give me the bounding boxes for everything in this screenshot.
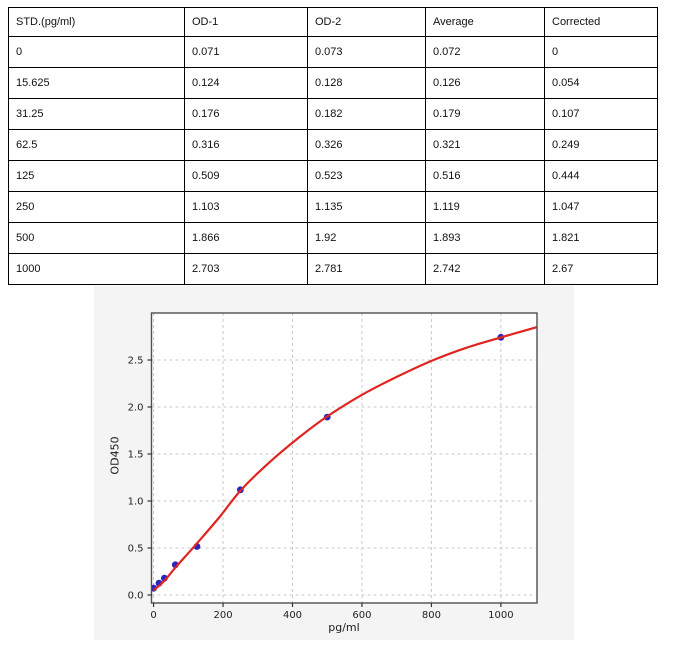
table-cell: 1.866 — [184, 222, 308, 254]
column-header: STD.(pg/ml) — [8, 7, 185, 37]
column-header: OD-1 — [184, 7, 308, 37]
x-tick-label: 400 — [283, 610, 302, 621]
plot-background — [151, 313, 537, 603]
table-row: 15.625 0.124 0.128 0.126 0.054 — [8, 67, 658, 99]
fit-curve — [152, 326, 537, 592]
table-cell: 15.625 — [8, 67, 185, 99]
table-cell: 0.126 — [425, 67, 545, 99]
x-tick-label: 1000 — [488, 610, 513, 621]
table-cell: 0 — [8, 36, 185, 68]
table-cell: 0.107 — [544, 98, 658, 130]
table-cell: 0.179 — [425, 98, 545, 130]
y-tick-label: 1.0 — [128, 497, 144, 508]
table-cell: 1000 — [8, 253, 185, 285]
table-row: 1000 2.703 2.781 2.742 2.67 — [8, 253, 658, 285]
y-tick-label: 2.0 — [128, 403, 144, 414]
table-body: 0 0.071 0.073 0.072 0 15.625 0.124 0.128 0.126 0.… — [8, 36, 658, 285]
x-tick-label: 0 — [150, 610, 156, 621]
column-header: Average — [425, 7, 545, 37]
table-cell: 0.128 — [307, 67, 426, 99]
table-row: 0 0.071 0.073 0.072 0 — [8, 36, 658, 68]
table-header-row: STD.(pg/ml) OD-1 OD-2 Average Corrected — [8, 7, 658, 37]
table-cell: 0.072 — [425, 36, 545, 68]
table-row: 62.5 0.316 0.326 0.321 0.249 — [8, 129, 658, 161]
table-cell: 2.67 — [544, 253, 658, 285]
table-cell: 0.516 — [425, 160, 545, 192]
table-row: 31.25 0.176 0.182 0.179 0.107 — [8, 98, 658, 130]
table-cell: 1.92 — [307, 222, 426, 254]
table-cell: 1.893 — [425, 222, 545, 254]
table-cell: 250 — [8, 191, 185, 223]
table-cell: 0 — [544, 36, 658, 68]
table-row: 500 1.866 1.92 1.893 1.821 — [8, 222, 658, 254]
table-row: 125 0.509 0.523 0.516 0.444 — [8, 160, 658, 192]
table-cell: 1.135 — [307, 191, 426, 223]
standard-values-table: STD.(pg/ml) OD-1 OD-2 Average Corrected 0 0.0… — [8, 7, 658, 285]
table-cell: 0.182 — [307, 98, 426, 130]
table-cell: 0.326 — [307, 129, 426, 161]
table-cell: 0.316 — [184, 129, 308, 161]
plot-border — [150, 312, 538, 604]
x-tick-label: 800 — [422, 610, 441, 621]
table-cell: 0.523 — [307, 160, 426, 192]
table-cell: 0.073 — [307, 36, 426, 68]
table-cell: 62.5 — [8, 129, 185, 161]
y-tick-label: 1.5 — [128, 450, 144, 461]
table-cell: 1.103 — [184, 191, 308, 223]
column-header: OD-2 — [307, 7, 426, 37]
table-cell: 125 — [8, 160, 185, 192]
standard-curve-figure: 0 200 400 600 800 1000 0.0 0.5 1.0 1.5 2.0 2.5 pg/m… — [94, 286, 574, 640]
column-header: Corrected — [544, 7, 658, 37]
table-cell: 2.781 — [307, 253, 426, 285]
table-cell: 0.444 — [544, 160, 658, 192]
table-cell: 0.124 — [184, 67, 308, 99]
table-cell: 0.509 — [184, 160, 308, 192]
table-cell: 0.054 — [544, 67, 658, 99]
table-row: 250 1.103 1.135 1.119 1.047 — [8, 191, 658, 223]
table-cell: 1.119 — [425, 191, 545, 223]
table-cell: 0.071 — [184, 36, 308, 68]
y-tick-label: 0.0 — [128, 591, 144, 602]
table-cell: 0.321 — [425, 129, 545, 161]
table-cell: 0.249 — [544, 129, 658, 161]
table-cell: 1.047 — [544, 191, 658, 223]
standard-curve-chart: 0 200 400 600 800 1000 0.0 0.5 1.0 1.5 2.0 2.5 — [128, 312, 538, 621]
table-header: STD.(pg/ml) OD-1 OD-2 Average Corrected — [8, 7, 658, 37]
x-tick-label: 600 — [352, 610, 371, 621]
table-cell: 500 — [8, 222, 185, 254]
table-cell: 2.742 — [425, 253, 545, 285]
table-cell: 31.25 — [8, 98, 185, 130]
table-cell: 2.703 — [184, 253, 308, 285]
y-tick-label: 0.5 — [128, 544, 144, 555]
y-tick-label: 2.5 — [128, 356, 144, 367]
table-cell: 0.176 — [184, 98, 308, 130]
x-tick-label: 200 — [213, 610, 232, 621]
table-cell: 1.821 — [544, 222, 658, 254]
